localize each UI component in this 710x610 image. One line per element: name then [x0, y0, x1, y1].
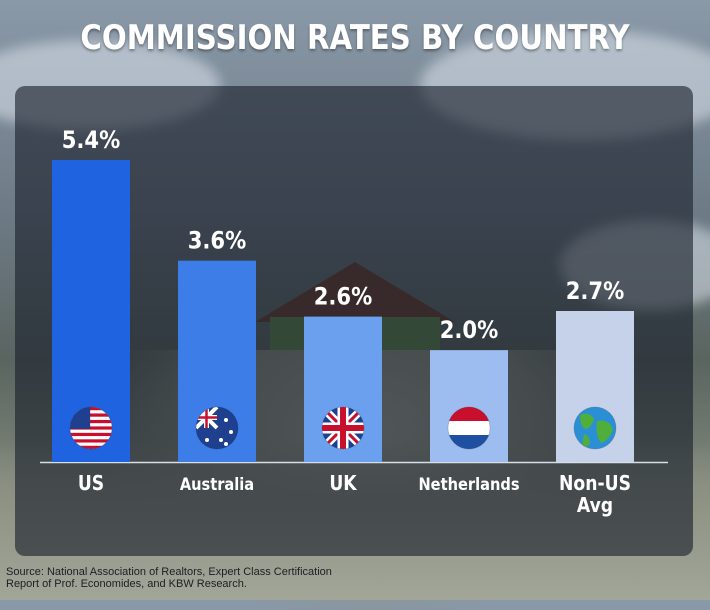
netherlands-flag-icon [447, 406, 491, 450]
australia-flag-icon [195, 406, 239, 450]
category-label: Netherlands [418, 474, 519, 494]
globe-icon [573, 406, 617, 450]
source-line-1: Source: National Association of Realtors… [6, 566, 332, 578]
data-label: 2.6% [314, 283, 373, 311]
data-label: 2.0% [440, 317, 499, 345]
data-label: 5.4% [62, 127, 121, 155]
category-label: UK [329, 473, 358, 496]
category-label: Australia [180, 474, 254, 494]
uk-flag-icon [321, 406, 365, 450]
category-label: Avg [577, 495, 613, 518]
chart-title: COMMISSION RATES BY COUNTRY [80, 18, 630, 58]
source-line-2: Report of Prof. Economides, and KBW Rese… [6, 578, 247, 590]
category-label: Non-US [559, 473, 631, 496]
data-label: 3.6% [188, 227, 247, 255]
category-label: US [78, 473, 104, 496]
source-note: Source: National Association of Realtors… [6, 566, 386, 590]
data-label: 2.7% [566, 278, 625, 306]
us-flag-icon [69, 406, 113, 450]
